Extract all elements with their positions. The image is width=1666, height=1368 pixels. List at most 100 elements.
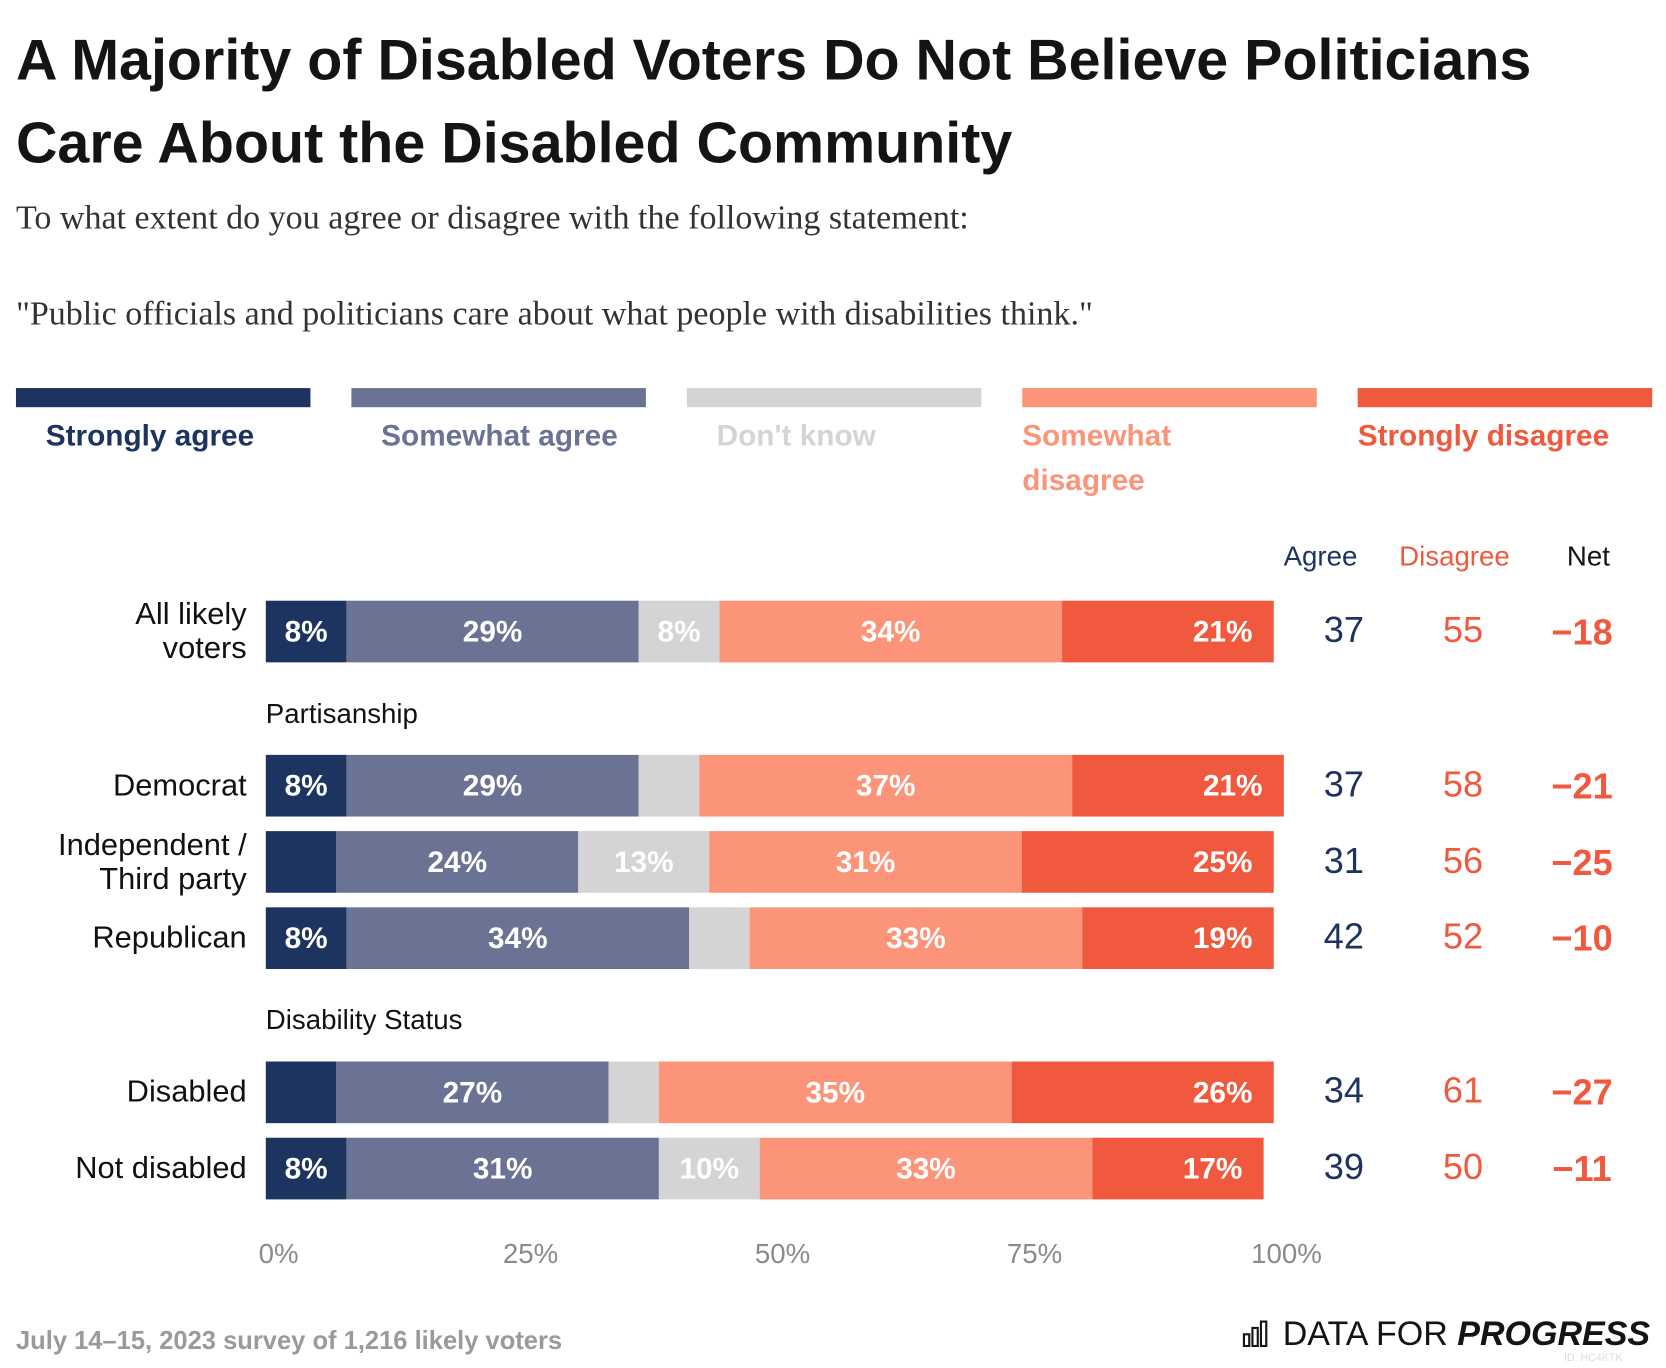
value-label: 33%	[896, 1153, 956, 1186]
value-label: 31%	[473, 1153, 533, 1186]
net-value: −25	[1551, 842, 1613, 884]
bar-segment	[336, 1061, 609, 1124]
bar-segment	[346, 907, 690, 970]
value-label: 35%	[805, 1076, 865, 1109]
bar-segment	[689, 907, 750, 970]
x-tick-label: 100%	[1251, 1237, 1322, 1270]
bar-segment	[1082, 907, 1274, 970]
row-label: Independent / Third party	[58, 827, 247, 896]
value-label: 34%	[861, 616, 921, 649]
bar-segment	[336, 831, 579, 893]
bar-segment	[265, 831, 337, 893]
legend-swatch	[351, 388, 646, 408]
group-label: Disability Status	[265, 1004, 463, 1036]
value-label: 37%	[856, 770, 916, 803]
value-label: 8%	[285, 616, 328, 649]
bar-segment	[265, 600, 347, 663]
net-value: −21	[1551, 766, 1613, 807]
bar-segment	[265, 754, 347, 817]
net-value: −27	[1551, 1073, 1613, 1114]
chart-subtitle: To what extent do you agree or disagree …	[15, 197, 969, 237]
question: "Public officials and politicians care a…	[15, 293, 1093, 332]
value-label: 27%	[443, 1076, 503, 1109]
legend-label: Strongly disagree	[1357, 418, 1610, 452]
agree-value: 37	[1323, 610, 1364, 651]
bar-segment	[709, 831, 1022, 893]
bar-segment	[346, 754, 639, 817]
value-label: 34%	[488, 922, 548, 955]
bar-segment	[346, 600, 639, 663]
net-value: −11	[1552, 1149, 1612, 1190]
disagree-value: 50	[1442, 1147, 1484, 1188]
bar-segment	[749, 907, 1083, 970]
legend-swatch	[15, 388, 311, 408]
agree-value: 42	[1323, 916, 1364, 958]
bar-segment	[658, 1061, 1012, 1124]
bar-segment	[759, 1137, 1093, 1200]
agree-value: 34	[1323, 1071, 1364, 1112]
chart-title: A Majority of Disabled Voters Do Not Bel…	[15, 28, 1532, 176]
disagree-value: 55	[1442, 610, 1484, 651]
bar-segment	[638, 754, 700, 817]
bar-segment	[1021, 831, 1274, 893]
agree-value: 37	[1323, 764, 1364, 805]
agree-value: 31	[1323, 840, 1364, 882]
value-label: 33%	[886, 922, 946, 955]
bar-segment	[1011, 1061, 1274, 1124]
row-label: Disabled	[126, 1075, 247, 1110]
bar-segment	[719, 600, 1063, 663]
value-label: 8%	[285, 1153, 328, 1186]
disagree-value: 61	[1442, 1071, 1484, 1112]
disagree-value: 58	[1442, 764, 1484, 805]
value-label: 19%	[1193, 922, 1253, 955]
x-tick-label: 50%	[754, 1237, 811, 1270]
value-label: 24%	[428, 846, 488, 879]
disagree-value: 56	[1442, 840, 1484, 882]
legend-label: Somewhat disagree	[1022, 418, 1172, 497]
bar-segment	[1092, 1137, 1264, 1200]
value-label: 13%	[614, 846, 674, 879]
legend-swatch	[1022, 388, 1317, 408]
group-label: Partisanship	[265, 697, 418, 730]
column-header: Disagree	[1399, 540, 1510, 573]
brand: DATA FOR PROGRESS	[1241, 1314, 1650, 1353]
legend-label: Don't know	[716, 418, 876, 452]
legend-label: Somewhat agree	[381, 418, 618, 452]
column-header: Agree	[1283, 540, 1358, 573]
value-label: 8%	[285, 770, 328, 803]
bar-segment	[699, 754, 1073, 817]
chart-id: ID: HC4KTK	[1563, 1352, 1623, 1365]
disagree-value: 52	[1442, 916, 1484, 958]
value-label: 31%	[836, 846, 896, 879]
row-label: All likely voters	[135, 597, 247, 666]
brand-text: DATA FOR	[1282, 1314, 1448, 1353]
net-value: −18	[1551, 612, 1613, 653]
agree-value: 39	[1323, 1147, 1364, 1188]
value-label: 8%	[658, 616, 701, 649]
row-label: Democrat	[113, 768, 247, 803]
value-label: 29%	[463, 616, 523, 649]
bar-segment	[1062, 600, 1274, 663]
value-label: 10%	[680, 1153, 740, 1186]
bar-segment	[265, 1061, 337, 1124]
legend-swatch	[1357, 388, 1653, 408]
x-tick-label: 0%	[258, 1237, 299, 1270]
bar-segment	[265, 1137, 347, 1200]
value-label: 21%	[1193, 616, 1253, 649]
value-label: 17%	[1183, 1153, 1243, 1186]
bar-segment	[346, 1137, 659, 1200]
value-label: 21%	[1203, 770, 1263, 803]
x-tick-label: 25%	[502, 1237, 559, 1270]
bar-segment	[608, 1061, 659, 1124]
bar-segment	[638, 600, 720, 663]
bar-segment	[578, 831, 710, 893]
row-label: Republican	[92, 921, 247, 956]
bar-segment	[1072, 754, 1284, 817]
value-label: 26%	[1193, 1076, 1253, 1109]
net-value: −10	[1551, 919, 1613, 960]
legend-label: Strongly agree	[45, 418, 255, 452]
brand-text-bold: PROGRESS	[1457, 1314, 1651, 1353]
legend-swatch	[686, 388, 982, 408]
